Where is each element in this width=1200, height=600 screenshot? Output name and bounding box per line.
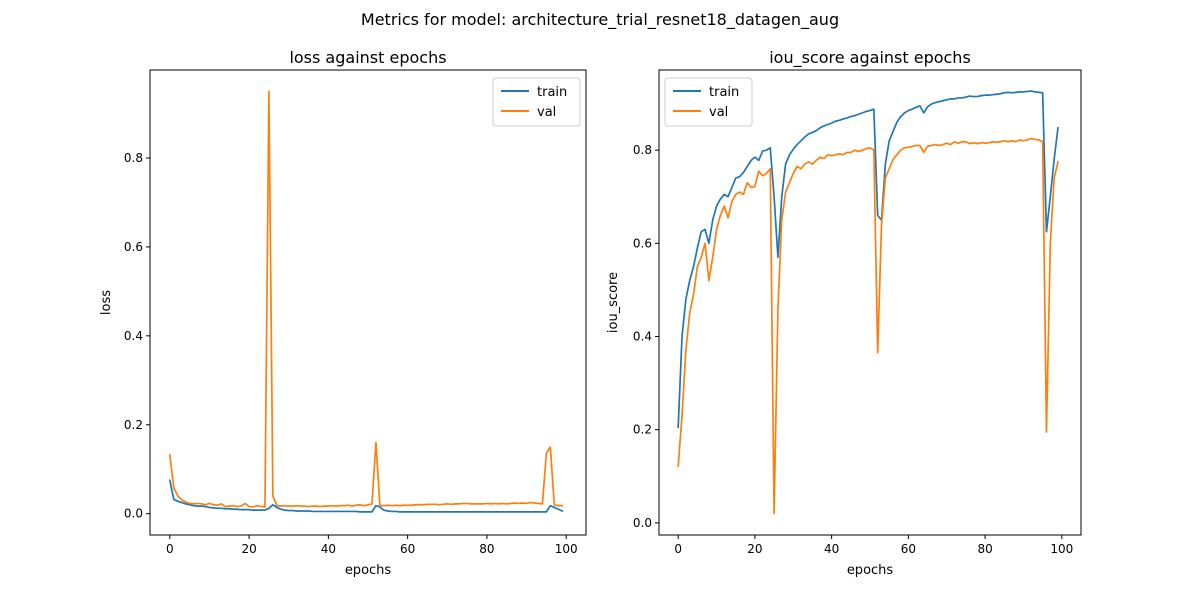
iou-x-tick-label: 20 <box>747 542 762 556</box>
loss-train-line <box>168 479 564 513</box>
loss-y-tick-label: 0.2 <box>124 418 143 432</box>
loss-legend: train val <box>492 77 581 127</box>
loss-series-group <box>168 90 564 513</box>
loss-legend-label-val: val <box>537 105 556 120</box>
iou-y-tick-label: 0.0 <box>633 516 652 530</box>
iou-chart-panel: iou_score against epochs epochs iou_scor… <box>606 48 1082 578</box>
iou-x-tick-label: 60 <box>901 542 916 556</box>
loss-y-tick-label: 0.8 <box>124 151 143 165</box>
iou-x-tick-label: 0 <box>674 542 682 556</box>
iou-legend: train val <box>664 77 753 127</box>
loss-y-tick-label: 0.6 <box>124 240 143 254</box>
loss-x-axis-label: epochs <box>345 563 392 578</box>
iou-chart-title: iou_score against epochs <box>769 48 971 68</box>
loss-chart-title: loss against epochs <box>289 48 446 67</box>
loss-x-tick-label: 100 <box>555 542 578 556</box>
iou-y-axis-label: iou_score <box>606 272 621 333</box>
iou-x-axis-label: epochs <box>847 563 894 578</box>
iou-x-tick-label: 100 <box>1050 542 1073 556</box>
iou-axes-frame <box>658 69 1082 536</box>
iou-y-tick-label: 0.8 <box>633 143 652 157</box>
loss-y-axis-label: loss <box>99 290 114 315</box>
loss-x-tick-label: 0 <box>166 542 174 556</box>
iou-legend-label-val: val <box>709 105 728 120</box>
iou-y-tick-label: 0.4 <box>633 330 652 344</box>
loss-legend-label-train: train <box>537 85 567 100</box>
figure-title: Metrics for model: architecture_trial_re… <box>361 10 839 30</box>
iou-val-line <box>677 137 1060 515</box>
iou-series-group <box>677 90 1060 515</box>
loss-val-line <box>168 90 564 508</box>
loss-x-tick-label: 80 <box>479 542 494 556</box>
iou-legend-label-train: train <box>709 85 739 100</box>
loss-y-tick-label: 0.0 <box>124 507 143 521</box>
loss-chart-panel: loss against epochs epochs loss 0 20 40 60 8… <box>99 48 587 578</box>
loss-axes-frame <box>149 69 587 536</box>
iou-x-tick-label: 80 <box>977 542 992 556</box>
iou-y-tick-label: 0.2 <box>633 423 652 437</box>
loss-x-tick-label: 40 <box>321 542 336 556</box>
iou-train-line <box>677 90 1059 429</box>
iou-x-tick-label: 40 <box>824 542 839 556</box>
loss-y-tick-label: 0.4 <box>124 329 143 343</box>
iou-y-tick-label: 0.6 <box>633 236 652 250</box>
loss-x-tick-label: 60 <box>400 542 415 556</box>
loss-x-tick-label: 20 <box>241 542 256 556</box>
